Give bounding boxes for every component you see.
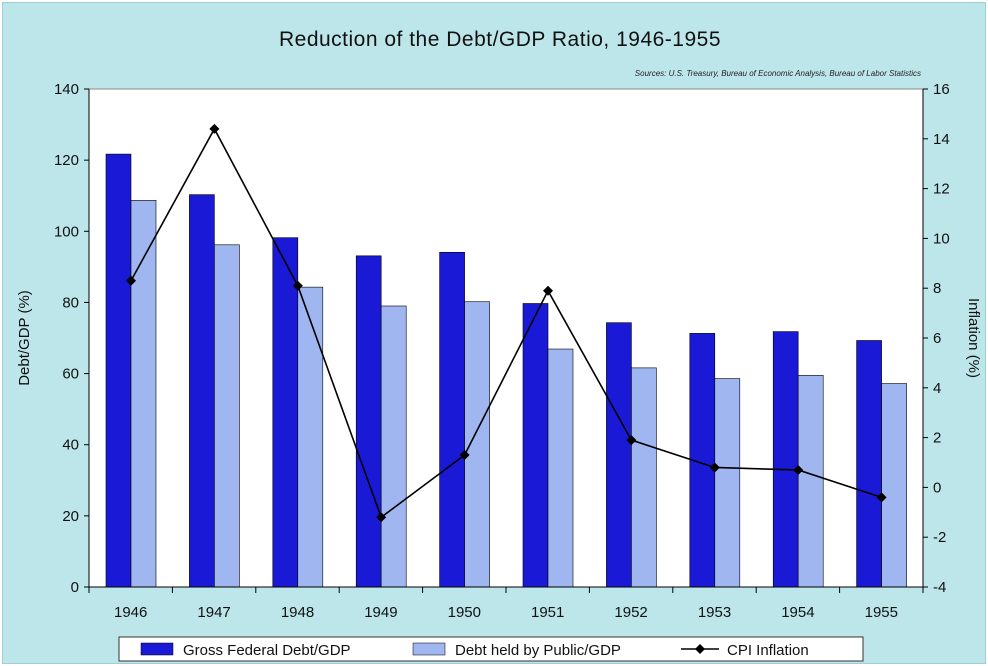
y2-axis-title: Inflation (%) bbox=[965, 298, 982, 378]
y2-tick-label: -4 bbox=[933, 579, 946, 596]
bar-public-1946 bbox=[130, 200, 157, 588]
bar-public-1952 bbox=[631, 367, 657, 588]
y2-tick-label: 2 bbox=[933, 430, 941, 447]
x-tick-label: 1953 bbox=[698, 604, 731, 621]
y-axis-title: Debt/GDP (%) bbox=[16, 290, 33, 386]
cpi-point-1954 bbox=[793, 464, 804, 475]
legend-label-public: Debt held by Public/GDP bbox=[455, 642, 621, 659]
x-tick-label: 1952 bbox=[614, 604, 647, 621]
y2-tick-label: 14 bbox=[933, 131, 950, 148]
legend-swatch-gross bbox=[140, 642, 174, 656]
chart-title: Reduction of the Debt/GDP Ratio, 1946-19… bbox=[279, 28, 721, 51]
bar-gross-1946 bbox=[105, 153, 132, 588]
y2-tick-label: 6 bbox=[933, 330, 941, 347]
y2-tick-label: -2 bbox=[933, 529, 946, 546]
y2-tick-label: 4 bbox=[933, 380, 941, 397]
y-tick-label: 80 bbox=[62, 294, 79, 311]
y2-tick-label: 10 bbox=[933, 230, 950, 247]
y-tick-label: 0 bbox=[71, 579, 79, 596]
chart-svg: Reduction of the Debt/GDP Ratio, 1946-19… bbox=[16, 28, 982, 662]
legend: Gross Federal Debt/GDP Debt held by Publ… bbox=[118, 636, 864, 662]
cpi-point-1948 bbox=[292, 280, 303, 291]
cpi-point-1947 bbox=[209, 123, 220, 134]
x-tick-label: 1947 bbox=[197, 604, 230, 621]
bar-public-1949 bbox=[380, 305, 407, 588]
legend-box bbox=[118, 636, 864, 662]
bar-public-1948 bbox=[297, 286, 324, 588]
cpi-point-1949 bbox=[376, 512, 387, 523]
bar-public-1955 bbox=[881, 383, 907, 588]
y2-tick-label: 16 bbox=[933, 81, 950, 98]
legend-label-gross: Gross Federal Debt/GDP bbox=[183, 642, 351, 659]
x-tick-label: 1950 bbox=[448, 604, 481, 621]
cpi-point-1951 bbox=[543, 285, 553, 296]
x-tick-label: 1954 bbox=[781, 604, 814, 621]
bar-gross-1955 bbox=[856, 340, 882, 588]
bar-gross-1947 bbox=[189, 194, 215, 588]
x-tick-label: 1946 bbox=[114, 604, 147, 621]
bar-gross-1954 bbox=[772, 331, 799, 588]
bars-group bbox=[105, 153, 907, 588]
x-tick-label: 1955 bbox=[865, 604, 898, 621]
y2-tick-label: 12 bbox=[933, 181, 950, 198]
y-tick-label: 100 bbox=[54, 223, 79, 240]
bar-public-1953 bbox=[714, 378, 741, 588]
legend-label-cpi: CPI Inflation bbox=[727, 642, 809, 659]
y2-tick-label: 8 bbox=[933, 280, 941, 297]
bar-gross-1948 bbox=[272, 237, 299, 588]
bar-gross-1949 bbox=[355, 255, 382, 588]
y-tick-label: 120 bbox=[54, 152, 79, 169]
cpi-point-1946 bbox=[126, 275, 136, 286]
line-group bbox=[126, 123, 887, 523]
bar-gross-1950 bbox=[439, 251, 465, 588]
y-tick-label: 60 bbox=[62, 366, 79, 383]
legend-swatch-cpi-marker bbox=[695, 644, 705, 654]
cpi-point-1950 bbox=[459, 450, 470, 461]
y2-tick-label: 0 bbox=[933, 479, 941, 496]
bar-gross-1951 bbox=[522, 303, 549, 588]
legend-swatch-public bbox=[412, 642, 446, 656]
bar-gross-1952 bbox=[606, 322, 632, 588]
y-tick-label: 20 bbox=[62, 508, 79, 525]
cpi-point-1952 bbox=[626, 435, 637, 446]
cpi-point-1955 bbox=[876, 492, 887, 503]
x-tick-label: 1948 bbox=[281, 604, 314, 621]
y-tick-label: 40 bbox=[62, 437, 79, 454]
x-tick-label: 1949 bbox=[364, 604, 397, 621]
bar-public-1947 bbox=[214, 244, 240, 588]
chart-source: Sources: U.S. Treasury, Bureau of Econom… bbox=[635, 69, 921, 78]
cpi-inflation-line bbox=[130, 127, 882, 519]
bar-public-1954 bbox=[797, 375, 824, 588]
cpi-point-1953 bbox=[709, 462, 720, 473]
bar-public-1951 bbox=[547, 348, 574, 588]
bar-public-1950 bbox=[464, 301, 490, 588]
axes-group: 0 20 40 60 80 100 120 140 -4 -2 0 2 4 6 8 10 12 14 16 1946 1… bbox=[54, 81, 950, 621]
y-tick-label: 140 bbox=[54, 81, 79, 98]
x-tick-label: 1951 bbox=[531, 604, 564, 621]
